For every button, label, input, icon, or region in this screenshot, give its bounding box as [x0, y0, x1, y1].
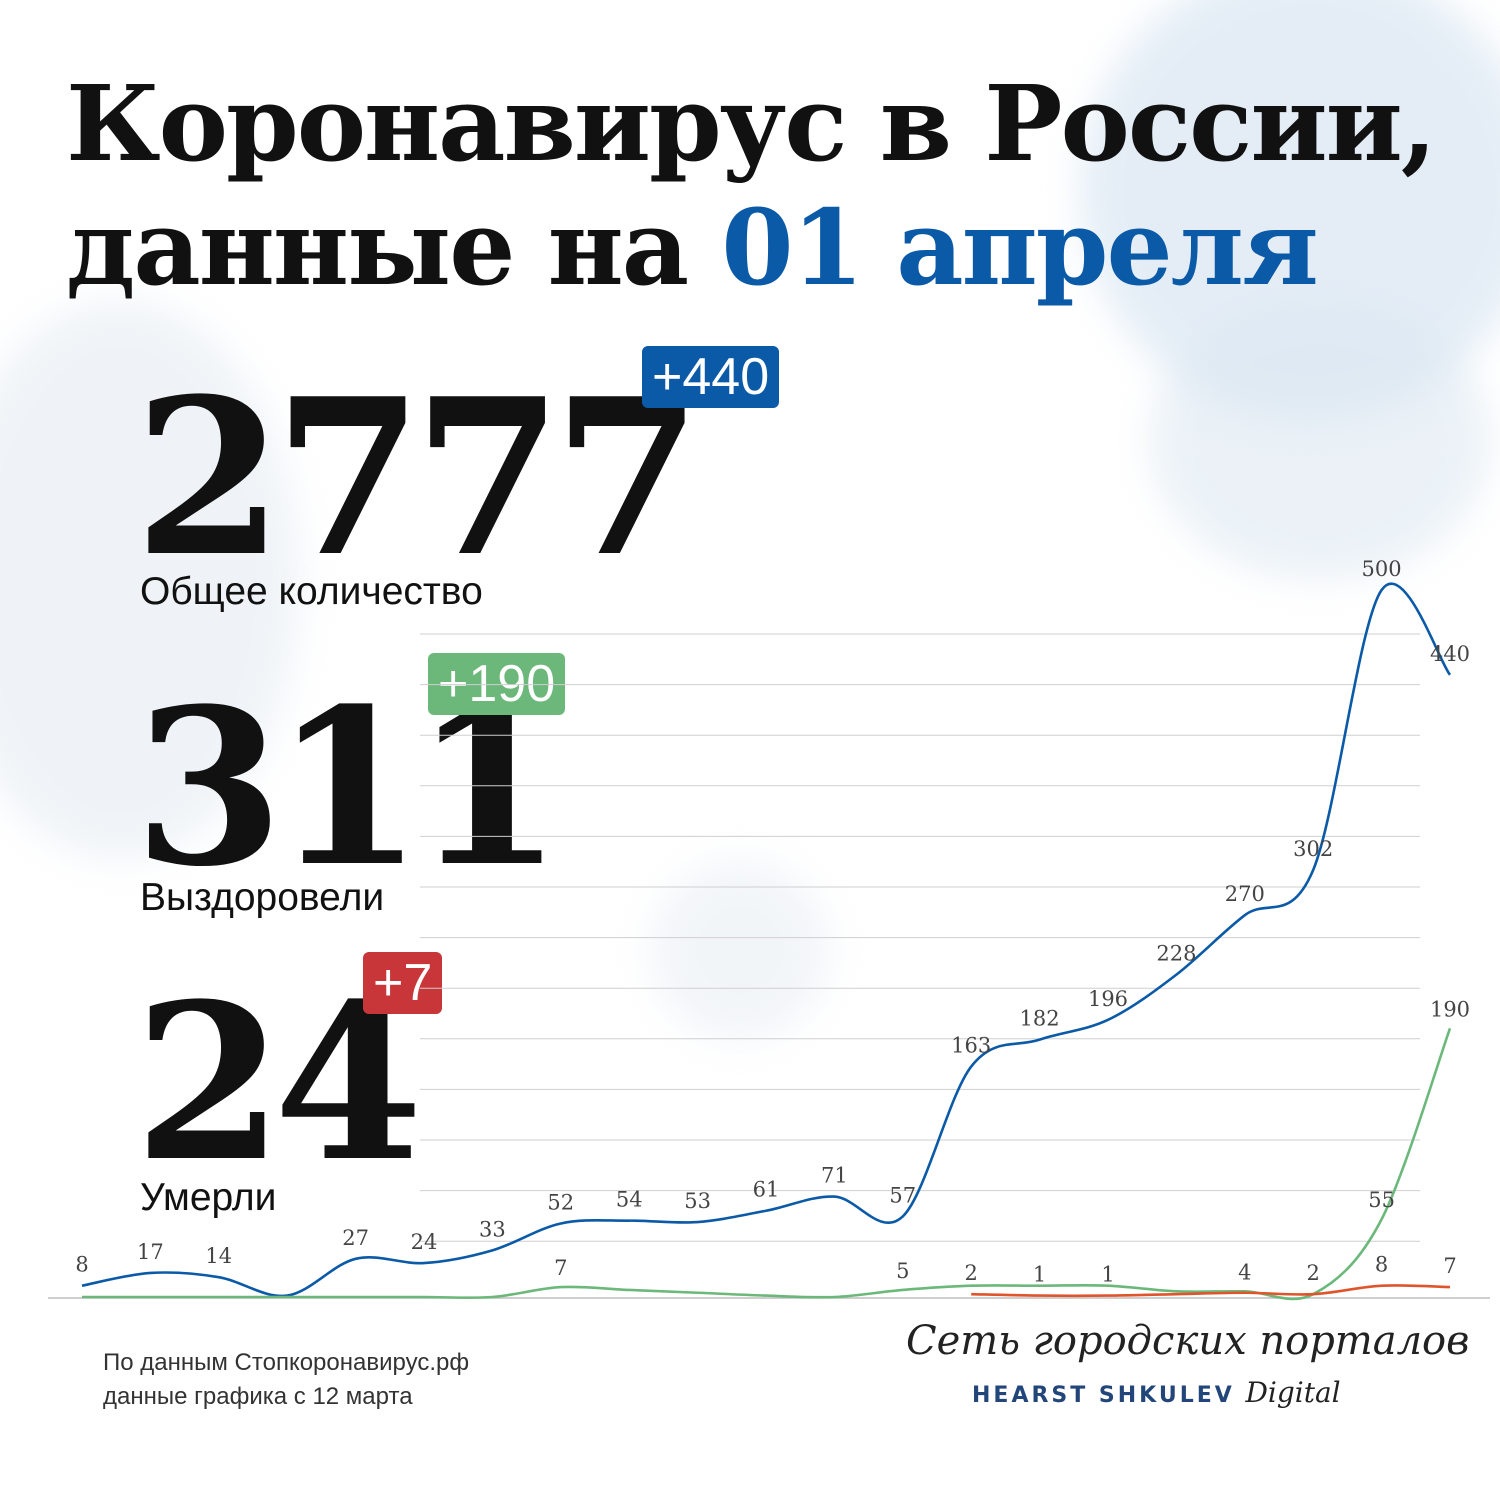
data-label: 190 [1430, 997, 1470, 1021]
brand-logo-sub: HEARST SHKULEV Digital [972, 1376, 1341, 1409]
data-label: 270 [1225, 882, 1265, 906]
data-label: 17 [137, 1240, 164, 1264]
stat-recovered-value: 311 [134, 661, 563, 914]
background-virus-decoration [650, 860, 830, 1040]
data-label: 71 [821, 1164, 848, 1188]
data-label: 8 [1375, 1253, 1388, 1277]
brand-italic: Digital [1245, 1376, 1341, 1409]
data-label: 1 [1033, 1263, 1046, 1287]
data-label: 196 [1088, 987, 1128, 1011]
series-line-2 [971, 1284, 1451, 1298]
data-label: 27 [342, 1226, 369, 1250]
title-date: 01 апреля [721, 186, 1318, 309]
brand-caps: HEARST SHKULEV [972, 1383, 1235, 1408]
data-label: 55 [1368, 1188, 1395, 1212]
data-label: 24 [411, 1230, 438, 1254]
data-label: 1 [1101, 1263, 1114, 1287]
data-label: 52 [547, 1190, 574, 1214]
stat-total-value: 2777 [134, 351, 702, 604]
title-line1: Коронавирус в России, [66, 62, 1437, 185]
page-title: Коронавирус в России, данные на 01 апрел… [66, 62, 1437, 310]
stat-total-delta-badge: +440 [642, 346, 780, 408]
data-label: 14 [205, 1244, 232, 1268]
data-label: 228 [1156, 942, 1196, 966]
stat-recovered-label: Выздоровели [140, 876, 385, 919]
data-label: 163 [951, 1034, 991, 1058]
data-label: 53 [684, 1189, 711, 1213]
data-label: 54 [616, 1188, 643, 1212]
data-label: 61 [753, 1178, 780, 1202]
stat-deaths-label: Умерли [140, 1176, 277, 1219]
title-line2-prefix: данные на [66, 186, 722, 309]
background-virus-decoration [0, 300, 300, 860]
data-label: 4 [1238, 1260, 1251, 1284]
data-label: 302 [1293, 837, 1333, 861]
data-label: 440 [1430, 642, 1470, 666]
source-line1: По данным Стопкоронавирус.рф [103, 1349, 470, 1376]
stat-recovered-delta-badge: +190 [428, 653, 566, 715]
series-line-0 [81, 582, 1452, 1298]
data-label: 7 [1443, 1254, 1456, 1278]
data-label: 2 [1307, 1261, 1320, 1285]
stat-deaths-delta-badge: +7 [363, 952, 443, 1014]
brand-logo-text: Сеть городских порталов [906, 1318, 1470, 1364]
series-line-1 [82, 1027, 1452, 1301]
data-label: 7 [554, 1256, 567, 1280]
data-label: 182 [1020, 1007, 1060, 1031]
data-label: 5 [896, 1259, 909, 1283]
source-note: По данным Стопкоронавирус.рф данные граф… [103, 1346, 469, 1414]
data-label: 57 [889, 1183, 916, 1207]
data-label: 500 [1362, 557, 1402, 581]
data-label: 8 [75, 1253, 88, 1277]
source-line2: данные графика с 12 марта [103, 1383, 413, 1410]
stat-total-label: Общее количество [140, 570, 483, 613]
data-label: 2 [965, 1261, 978, 1285]
data-label: 33 [479, 1217, 506, 1241]
background-virus-decoration [1150, 300, 1490, 580]
